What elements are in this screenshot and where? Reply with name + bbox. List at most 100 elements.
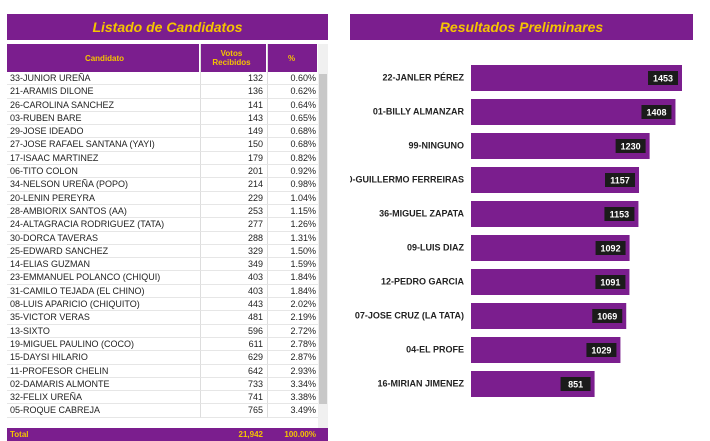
table-cell: 23-EMMANUEL POLANCO (CHIQUI) bbox=[7, 271, 200, 285]
category-label: 16-MIRIAN JIMENEZ bbox=[377, 378, 464, 388]
total-cell: Total bbox=[10, 430, 29, 439]
table-cell: 403 bbox=[200, 271, 267, 285]
table-cell: 35-VICTOR VERAS bbox=[7, 311, 200, 325]
header-cell: Votos Recibidos bbox=[200, 44, 267, 72]
table-cell: 288 bbox=[200, 231, 267, 245]
value-label: 1408 bbox=[646, 107, 666, 117]
table-cell: 0.68% bbox=[267, 138, 318, 152]
value-label-box bbox=[648, 71, 678, 85]
table-row: 26-CAROLINA SANCHEZ 141 0.64% bbox=[7, 98, 328, 112]
category-label: 22-JANLER PÉREZ bbox=[382, 72, 464, 82]
table-row: 28-AMBIORIX SANTOS (AA) 253 1.15% bbox=[7, 204, 328, 219]
bar bbox=[471, 99, 676, 125]
value-label: 1069 bbox=[597, 311, 617, 321]
table-cell: 3.38% bbox=[267, 391, 318, 405]
table-cell: 481 bbox=[200, 311, 267, 325]
table-cell: 24-ALTAGRACIA RODRIGUEZ (TATA) bbox=[7, 218, 200, 232]
table-cell: 1.84% bbox=[267, 271, 318, 285]
table-cell: 443 bbox=[200, 298, 267, 312]
table-cell: 2.72% bbox=[267, 324, 318, 338]
table-row: 15-DAYSI HILARIO 629 2.87% bbox=[7, 351, 328, 365]
value-label: 1092 bbox=[601, 243, 621, 253]
table-cell: 2.93% bbox=[267, 364, 318, 378]
table-row: 32-FELIX UREÑA 741 3.38% bbox=[7, 391, 328, 405]
table-cell: 733 bbox=[200, 377, 267, 392]
table-row: 34-NELSON UREÑA (POPO) 214 0.98% bbox=[7, 178, 328, 192]
table-row: 23-EMMANUEL POLANCO (CHIQUI) 403 1.84% bbox=[7, 271, 328, 285]
bar bbox=[471, 65, 682, 91]
table-row: 31-CAMILO TEJADA (EL CHINO) 403 1.84% bbox=[7, 284, 328, 299]
table-row: 13-SIXTO 596 2.72% bbox=[7, 324, 328, 338]
table-cell: 3.34% bbox=[267, 377, 318, 392]
table-cell: 329 bbox=[200, 244, 267, 259]
table-cell: 14-ELIAS GUZMAN bbox=[7, 258, 200, 272]
table-row: 19-MIGUEL PAULINO (COCO) 611 2.78% bbox=[7, 337, 328, 352]
table-row: 17-ISAAC MARTINEZ 179 0.82% bbox=[7, 151, 328, 166]
table-row: 33-JUNIOR UREÑA 132 0.60% bbox=[7, 72, 328, 86]
table-cell: 765 bbox=[200, 404, 267, 418]
table-cell: 31-CAMILO TEJADA (EL CHINO) bbox=[7, 285, 200, 299]
table-cell: 02-DAMARIS ALMONTE bbox=[7, 378, 200, 392]
table-cell: 0.92% bbox=[267, 165, 318, 179]
chart: 22-JANLER PÉREZ 1453 01-BILLY ALMANZAR 1408… bbox=[350, 65, 682, 397]
value-label-box bbox=[615, 139, 646, 153]
table-cell: 596 bbox=[200, 324, 267, 338]
table-cell: 30-DORCA TAVERAS bbox=[7, 232, 200, 245]
header-cell: % bbox=[267, 44, 318, 72]
table-cell: 03-RUBEN BARE bbox=[7, 112, 200, 126]
table-row: 29-JOSE IDEADO 149 0.68% bbox=[7, 125, 328, 139]
table-cell: 349 bbox=[200, 258, 267, 272]
table-cell: 179 bbox=[200, 151, 267, 166]
table-cell: 27-JOSE RAFAEL SANTANA (YAYI) bbox=[7, 138, 200, 152]
scroll-thumb[interactable] bbox=[319, 74, 327, 404]
header-cell: Candidato bbox=[7, 44, 200, 72]
table-cell: 28-AMBIORIX SANTOS (AA) bbox=[7, 205, 200, 219]
table-cell: 629 bbox=[200, 351, 267, 365]
table-cell: 13-SIXTO bbox=[7, 325, 200, 338]
table-row: 02-DAMARIS ALMONTE 733 3.34% bbox=[7, 377, 328, 392]
table-cell: 1.15% bbox=[267, 204, 318, 219]
table-row: 03-RUBEN BARE 143 0.65% bbox=[7, 111, 328, 126]
table-cell: 1.59% bbox=[267, 258, 318, 272]
table-row: 27-JOSE RAFAEL SANTANA (YAYI) 150 0.68% bbox=[7, 138, 328, 152]
table-cell: 06-TITO COLON bbox=[7, 165, 200, 179]
table-cell: 149 bbox=[200, 125, 267, 139]
table-cell: 26-CAROLINA SANCHEZ bbox=[7, 99, 200, 112]
table-cell: 0.98% bbox=[267, 178, 318, 192]
table-row: 14-ELIAS GUZMAN 349 1.59% bbox=[7, 258, 328, 272]
table-cell: 136 bbox=[200, 85, 267, 99]
value-label: 1153 bbox=[610, 209, 630, 219]
table-row: 24-ALTAGRACIA RODRIGUEZ (TATA) 277 1.26% bbox=[7, 218, 328, 232]
table-cell: 1.84% bbox=[267, 284, 318, 299]
table-cell: 0.62% bbox=[267, 85, 318, 99]
table-cell: 201 bbox=[200, 165, 267, 179]
table-title: Listado de Candidatos bbox=[7, 14, 328, 40]
table-header: Candidato Votos Recibidos % bbox=[7, 44, 328, 72]
value-label: 1091 bbox=[600, 277, 620, 287]
table-cell: 08-LUIS APARICIO (CHIQUITO) bbox=[7, 298, 200, 312]
table-cell: 21-ARAMIS DILONE bbox=[7, 85, 200, 99]
table-cell: 403 bbox=[200, 284, 267, 299]
value-label-box bbox=[604, 207, 635, 221]
value-label-box bbox=[605, 173, 636, 187]
table-row: 21-ARAMIS DILONE 136 0.62% bbox=[7, 85, 328, 99]
table-cell: 33-JUNIOR UREÑA bbox=[7, 72, 200, 86]
category-label: 36-MIGUEL ZAPATA bbox=[379, 208, 464, 218]
table-row: 20-LENIN PEREYRA 229 1.04% bbox=[7, 191, 328, 205]
table-row: 08-LUIS APARICIO (CHIQUITO) 443 2.02% bbox=[7, 298, 328, 312]
table: Candidato Votos Recibidos % 33-JUNIOR UR… bbox=[7, 44, 328, 441]
table-row: 05-ROQUE CABREJA 765 3.49% bbox=[7, 404, 328, 418]
scrollbar[interactable] bbox=[318, 44, 328, 428]
table-row: 25-EDWARD SANCHEZ 329 1.50% bbox=[7, 244, 328, 259]
table-cell: 2.78% bbox=[267, 337, 318, 352]
value-label-box bbox=[560, 377, 591, 391]
value-label-box bbox=[586, 343, 617, 357]
table-cell: 32-FELIX UREÑA bbox=[7, 391, 200, 405]
table-cell: 05-ROQUE CABREJA bbox=[7, 404, 200, 418]
table-cell: 29-JOSE IDEADO bbox=[7, 125, 200, 139]
category-label: 01-BILLY ALMANZAR bbox=[373, 106, 465, 116]
total-cell: 21,942 bbox=[238, 430, 263, 439]
table-cell: 0.64% bbox=[267, 98, 318, 112]
category-label: 04-EL PROFE bbox=[406, 344, 464, 354]
table-cell: 611 bbox=[200, 337, 267, 352]
